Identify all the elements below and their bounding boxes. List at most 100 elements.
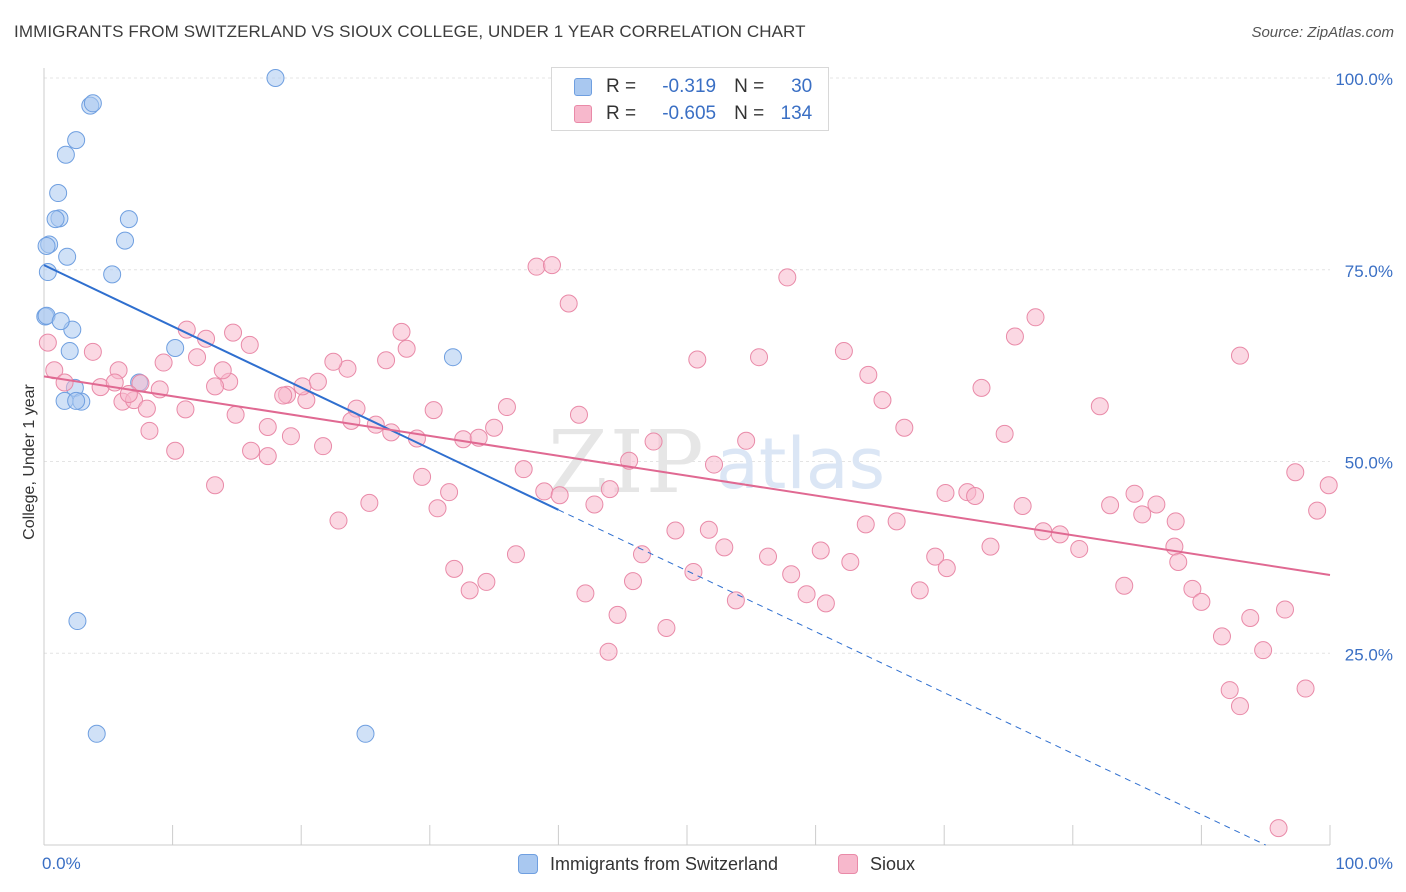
data-point	[600, 480, 619, 499]
data-point	[67, 131, 86, 150]
data-point	[266, 69, 285, 87]
data-point	[428, 499, 447, 518]
data-point	[1005, 327, 1024, 346]
correlation-legend: R = -0.319 N = 30 R = -0.605 N = 134	[551, 67, 829, 131]
data-point	[329, 511, 348, 530]
data-point	[666, 521, 685, 540]
data-point	[1026, 308, 1045, 327]
x-tick-label: 100.0%	[1335, 854, 1393, 873]
data-point	[477, 572, 496, 591]
data-point	[620, 451, 639, 470]
data-point	[60, 342, 79, 361]
data-point	[726, 591, 745, 610]
data-point	[887, 512, 906, 531]
trend-lines	[43, 264, 1331, 846]
trend-line-switzerland	[43, 264, 559, 511]
data-point	[445, 559, 464, 578]
data-point	[514, 460, 533, 479]
data-point	[281, 427, 300, 446]
data-point	[688, 350, 707, 369]
bottom-legend-switzerland[interactable]: Immigrants from Switzerland	[518, 851, 778, 877]
data-point	[608, 605, 627, 624]
data-point	[1147, 495, 1166, 514]
data-point	[644, 432, 663, 451]
data-point	[206, 476, 225, 495]
data-point	[166, 441, 185, 460]
data-point	[542, 256, 561, 275]
data-point	[895, 418, 914, 437]
data-point	[308, 372, 327, 391]
legend-n-value: 134	[780, 103, 813, 124]
data-point	[966, 487, 985, 506]
data-point	[274, 386, 293, 405]
data-point	[527, 257, 546, 276]
data-point	[834, 342, 853, 361]
data-point	[103, 265, 122, 284]
data-point	[424, 401, 443, 420]
data-point	[206, 377, 225, 396]
data-point	[759, 547, 778, 566]
data-point	[392, 322, 411, 341]
data-point	[83, 94, 102, 113]
data-point	[859, 365, 878, 384]
legend-row-sioux: R = -0.605 N = 134	[574, 101, 812, 127]
data-point	[632, 545, 651, 564]
data-point	[1220, 681, 1239, 700]
data-point	[750, 348, 769, 367]
data-point	[1230, 697, 1249, 716]
data-point	[737, 431, 756, 450]
data-point	[242, 441, 261, 460]
y-tick-label: 25.0%	[1345, 645, 1393, 664]
data-point	[936, 483, 955, 502]
data-point	[1319, 476, 1338, 495]
trend-line-switzerland-extension	[558, 509, 1266, 846]
data-point	[166, 338, 185, 357]
data-point	[1230, 346, 1249, 365]
data-point	[715, 538, 734, 557]
data-point	[51, 312, 70, 331]
data-point	[224, 323, 243, 342]
data-point	[699, 520, 718, 539]
data-point	[258, 417, 277, 436]
data-point	[360, 493, 379, 512]
data-point	[1241, 608, 1260, 627]
bottom-legend-sioux[interactable]: Sioux	[838, 851, 915, 877]
legend-n-label: N =	[734, 103, 765, 124]
data-point	[873, 391, 892, 410]
data-point	[38, 333, 57, 352]
data-point	[599, 642, 618, 661]
data-point	[460, 581, 479, 600]
data-point	[366, 415, 385, 434]
data-point	[240, 335, 259, 354]
data-point	[116, 231, 135, 250]
y-axis-label: College, Under 1 year	[21, 384, 38, 540]
data-point	[1070, 539, 1089, 558]
data-point	[937, 559, 956, 578]
tick-labels: 25.0% 50.0% 75.0% 100.0% 0.0% 100.0%	[42, 70, 1393, 873]
data-point	[1286, 463, 1305, 482]
bottom-legend-label-switzerland: Immigrants from Switzerland	[550, 853, 779, 874]
legend-r-value: -0.319	[662, 76, 717, 97]
data-point	[49, 184, 68, 203]
legend-swatch-sioux	[574, 105, 592, 123]
data-point	[176, 400, 195, 419]
data-point	[1090, 397, 1109, 416]
data-point	[657, 618, 676, 637]
data-point	[56, 145, 75, 164]
legend-row-switzerland: R = -0.319 N = 30	[574, 74, 812, 100]
chart-title: IMMIGRANTS FROM SWITZERLAND VS SIOUX COL…	[14, 22, 806, 41]
data-point	[1013, 496, 1032, 515]
data-point	[497, 398, 516, 417]
data-point	[37, 236, 56, 255]
data-point	[585, 495, 604, 514]
data-point	[67, 391, 86, 410]
data-point	[1133, 505, 1152, 524]
data-point	[1166, 512, 1185, 531]
legend-r-label: R =	[606, 103, 637, 124]
data-point	[1275, 600, 1294, 619]
data-point	[137, 399, 156, 418]
data-point	[778, 268, 797, 287]
data-point	[559, 294, 578, 313]
data-point	[782, 565, 801, 584]
